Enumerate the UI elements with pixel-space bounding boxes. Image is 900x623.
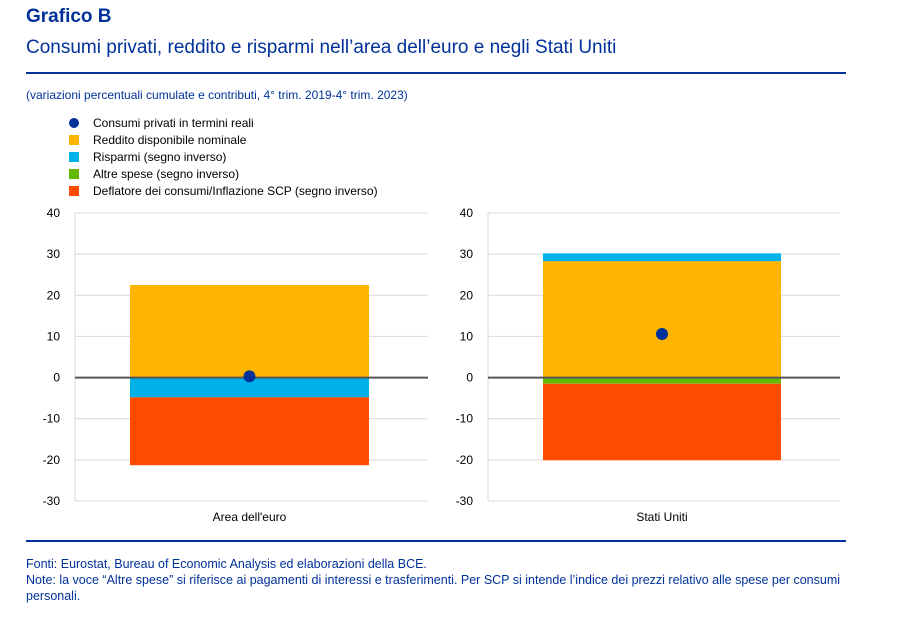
y-tick-label: -10 — [43, 412, 61, 426]
y-tick-label: 30 — [47, 247, 61, 261]
notes: Note: la voce “Altre spese” si riferisce… — [26, 573, 841, 603]
y-tick-label: -10 — [456, 412, 474, 426]
category-label: Stati Uniti — [636, 510, 687, 524]
y-tick-label: -20 — [43, 453, 61, 467]
bar-segment — [543, 261, 781, 378]
legend-swatch — [69, 135, 79, 145]
chart-title: Grafico B — [26, 6, 112, 27]
y-tick-label: -30 — [43, 494, 61, 508]
y-tick-label: 0 — [466, 371, 473, 385]
divider — [26, 72, 846, 74]
bar-segment — [130, 377, 369, 398]
data-point — [243, 370, 256, 383]
bar-segment — [543, 253, 781, 262]
legend-label: Deflatore dei consumi/Inflazione SCP (se… — [93, 184, 378, 198]
y-tick-label: 40 — [460, 206, 474, 220]
legend-label: Altre spese (segno inverso) — [93, 167, 239, 181]
legend-label: Consumi privati in termini reali — [93, 116, 254, 130]
y-tick-label: 40 — [47, 206, 61, 220]
sources-note: Fonti: Eurostat, Bureau of Economic Anal… — [26, 557, 427, 571]
y-tick-label: 20 — [47, 288, 61, 302]
y-tick-label: 10 — [460, 329, 474, 343]
y-tick-label: 30 — [460, 247, 474, 261]
legend-marker — [69, 118, 79, 128]
legend-label: Risparmi (segno inverso) — [93, 150, 226, 164]
y-tick-label: -30 — [456, 494, 474, 508]
divider — [26, 540, 846, 542]
legend-swatch — [69, 186, 79, 196]
y-tick-label: 0 — [53, 371, 60, 385]
bar-segment — [543, 377, 781, 384]
chart-subtitle: Consumi privati, reddito e risparmi nell… — [26, 37, 617, 58]
units-note: (variazioni percentuali cumulate e contr… — [26, 88, 408, 102]
y-tick-label: 20 — [460, 288, 474, 302]
y-tick-label: 10 — [47, 329, 61, 343]
bar-segment — [130, 397, 369, 466]
bar-segment — [543, 383, 781, 461]
legend-swatch — [69, 152, 79, 162]
legend-label: Reddito disponibile nominale — [93, 133, 247, 147]
legend-swatch — [69, 169, 79, 179]
data-point — [656, 327, 668, 340]
y-tick-label: -20 — [456, 453, 474, 467]
bar-segment — [130, 285, 369, 378]
category-label: Area dell'euro — [213, 510, 287, 524]
